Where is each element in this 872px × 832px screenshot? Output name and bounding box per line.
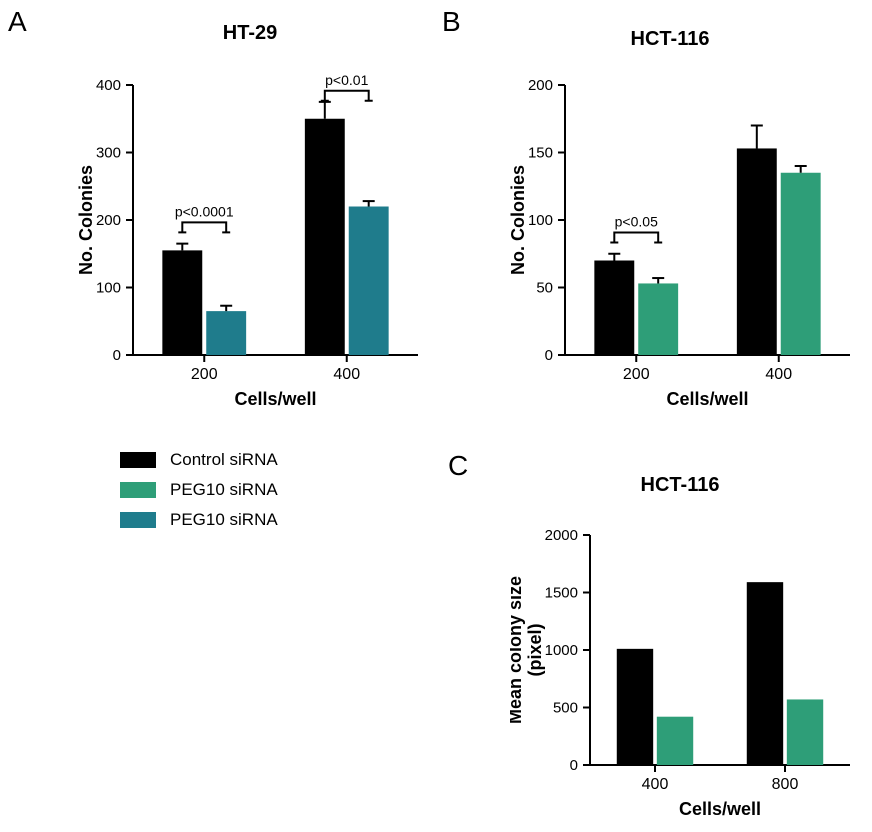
legend-swatch [120, 512, 156, 528]
panel-c-title: HCT-116 [590, 474, 770, 497]
legend-item: Control siRNA [120, 450, 278, 470]
svg-text:p<0.05: p<0.05 [615, 214, 658, 230]
svg-text:300: 300 [96, 145, 121, 162]
svg-text:Cells/well: Cells/well [666, 389, 748, 409]
svg-text:800: 800 [772, 776, 799, 793]
legend: Control siRNA PEG10 siRNA PEG10 siRNA [120, 450, 278, 540]
svg-text:500: 500 [553, 700, 578, 717]
svg-text:0: 0 [545, 347, 553, 364]
legend-label: Control siRNA [170, 450, 278, 470]
legend-item: PEG10 siRNA [120, 480, 278, 500]
svg-text:0: 0 [570, 757, 578, 774]
svg-text:0: 0 [113, 347, 121, 364]
bar [594, 261, 634, 356]
svg-text:p<0.01: p<0.01 [325, 72, 368, 88]
svg-text:200: 200 [623, 366, 650, 383]
svg-text:400: 400 [642, 776, 669, 793]
panel-a-title: HT-29 [160, 22, 340, 45]
svg-text:Cells/well: Cells/well [679, 799, 761, 819]
legend-label: PEG10 siRNA [170, 510, 278, 530]
svg-text:200: 200 [96, 212, 121, 229]
svg-text:400: 400 [765, 366, 792, 383]
svg-text:2000: 2000 [545, 527, 578, 544]
svg-text:No. Colonies: No. Colonies [510, 165, 528, 275]
bar [638, 283, 678, 355]
svg-text:150: 150 [528, 145, 553, 162]
svg-text:400: 400 [333, 366, 360, 383]
bar [781, 173, 821, 355]
bar [737, 148, 777, 355]
bar [305, 119, 345, 355]
panel-b-title: HCT-116 [580, 28, 760, 51]
legend-item: PEG10 siRNA [120, 510, 278, 530]
svg-text:p<0.0001: p<0.0001 [175, 203, 234, 219]
svg-text:No. Colonies: No. Colonies [78, 165, 96, 275]
bar [787, 699, 823, 765]
panel-a-chart: 0 100 200 300 400 200 400 p<0.0001 p<0.01 No. Col… [78, 55, 428, 415]
panel-c-chart: 0 500 1000 1500 2000 400 800 Mean colony size(p… [510, 505, 860, 825]
legend-label: PEG10 siRNA [170, 480, 278, 500]
panel-b-label: B [442, 6, 461, 38]
figure: A B C HT-29 HCT-116 HCT-116 0 100 200 300 40… [0, 0, 872, 832]
bar [162, 250, 202, 355]
panel-b-chart: 0 50 100 150 200 200 400 p<0.05 No. Colonies Cell… [510, 55, 860, 415]
panel-a-label: A [8, 6, 27, 38]
panel-c-label: C [448, 450, 468, 482]
svg-text:Mean colony size(pixel): Mean colony size(pixel) [510, 576, 545, 724]
bar [617, 649, 653, 765]
bar [747, 582, 783, 765]
legend-swatch [120, 482, 156, 498]
legend-swatch [120, 452, 156, 468]
svg-text:200: 200 [528, 77, 553, 94]
svg-text:400: 400 [96, 77, 121, 94]
svg-text:Cells/well: Cells/well [234, 389, 316, 409]
svg-text:1500: 1500 [545, 585, 578, 602]
bar [657, 717, 693, 765]
svg-text:100: 100 [96, 280, 121, 297]
svg-text:50: 50 [536, 280, 553, 297]
bar [206, 311, 246, 355]
svg-text:1000: 1000 [545, 642, 578, 659]
svg-text:100: 100 [528, 212, 553, 229]
svg-text:200: 200 [191, 366, 218, 383]
bar [349, 207, 389, 356]
